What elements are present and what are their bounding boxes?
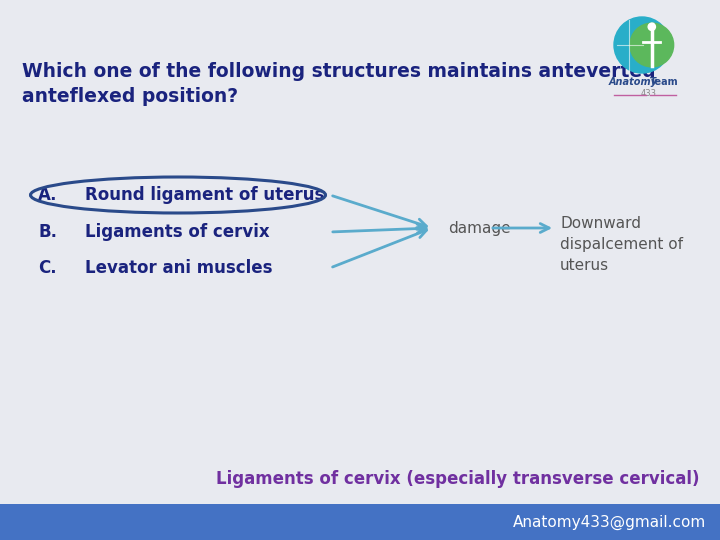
- Text: Ligaments of cervix (especially transverse cervical): Ligaments of cervix (especially transver…: [217, 470, 700, 488]
- Text: anteflexed position?: anteflexed position?: [22, 87, 238, 106]
- Circle shape: [648, 23, 655, 30]
- Circle shape: [630, 23, 674, 67]
- Text: Ligaments of cervix: Ligaments of cervix: [85, 223, 269, 241]
- Text: Round ligament of uterus: Round ligament of uterus: [85, 186, 325, 204]
- Text: Anatomy: Anatomy: [609, 77, 658, 87]
- Circle shape: [614, 17, 670, 73]
- FancyBboxPatch shape: [0, 504, 720, 540]
- Text: A.: A.: [38, 186, 58, 204]
- Text: Anatomy433@gmail.com: Anatomy433@gmail.com: [513, 515, 706, 530]
- Text: Downward
dispalcement of
uterus: Downward dispalcement of uterus: [560, 216, 683, 273]
- Text: Which one of the following structures maintains anteverted: Which one of the following structures ma…: [22, 62, 656, 81]
- Text: damage: damage: [448, 220, 510, 235]
- Text: C.: C.: [38, 259, 57, 277]
- Text: B.: B.: [38, 223, 57, 241]
- Text: Levator ani muscles: Levator ani muscles: [85, 259, 272, 277]
- Text: Team: Team: [650, 77, 679, 87]
- Text: 433: 433: [641, 89, 657, 98]
